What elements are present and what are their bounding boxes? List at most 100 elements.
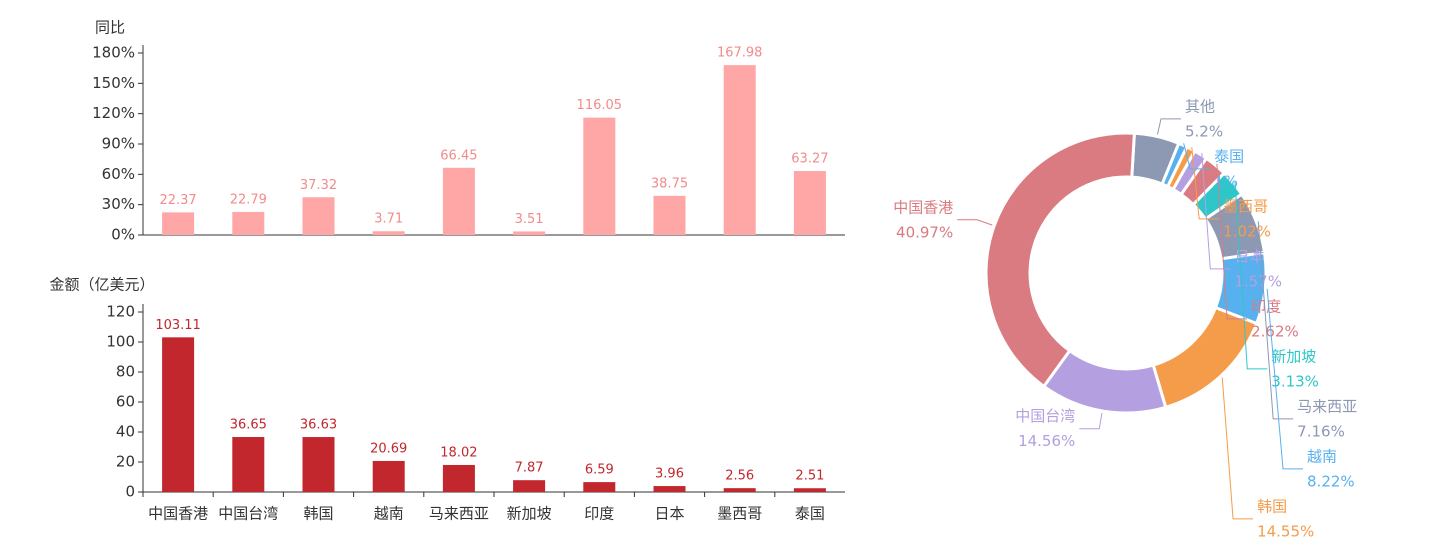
- value-label: 103.11: [155, 318, 201, 333]
- x-tick-label: 泰国: [795, 505, 825, 523]
- x-tick-label: 日本: [654, 505, 684, 523]
- bar: [442, 464, 475, 492]
- x-tick-label: 墨西哥: [717, 505, 762, 523]
- y-tick-label: 60%: [102, 165, 135, 183]
- value-label: 18.02: [440, 445, 477, 460]
- y-tick-label: 30%: [102, 195, 135, 213]
- slice-value: 14.56%: [1018, 432, 1075, 450]
- value-label: 6.59: [585, 463, 614, 478]
- value-label: 2.56: [725, 469, 754, 484]
- y-tick-label: 60: [116, 393, 135, 411]
- value-label: 167.98: [717, 46, 763, 61]
- bar: [653, 486, 686, 492]
- bar: [232, 211, 265, 235]
- slice-value: 7.16%: [1297, 422, 1345, 440]
- y-axis-title: 金额（亿美元）: [49, 276, 154, 294]
- y-tick-label: 40: [116, 423, 135, 441]
- leader-line: [1257, 221, 1294, 420]
- y-tick-label: 150%: [92, 74, 135, 92]
- slice-label: 印度: [1251, 297, 1281, 315]
- value-label: 22.79: [230, 192, 267, 207]
- y-tick-label: 0%: [111, 226, 135, 244]
- pie-slice: [984, 131, 1136, 389]
- y-axis-title: 同比: [95, 19, 125, 37]
- bar: [232, 437, 265, 492]
- slice-label: 其他: [1185, 97, 1215, 115]
- value-label: 2.51: [795, 469, 824, 484]
- slice-label: 越南: [1307, 447, 1337, 465]
- x-tick-label: 越南: [374, 505, 404, 523]
- bar: [723, 488, 756, 492]
- bar: [513, 480, 546, 492]
- value-label: 36.63: [300, 418, 337, 433]
- slice-value: 40.97%: [896, 223, 953, 241]
- slice-label: 中国香港: [893, 198, 953, 216]
- value-label: 7.87: [515, 461, 544, 476]
- slice-label: 新加坡: [1271, 347, 1316, 365]
- leader-line: [1079, 412, 1103, 430]
- bar: [793, 488, 826, 492]
- y-tick-label: 120%: [92, 104, 135, 122]
- bar: [793, 171, 826, 235]
- value-label: 37.32: [300, 178, 337, 193]
- x-tick-label: 马来西亚: [429, 505, 489, 523]
- value-label: 36.65: [230, 418, 267, 433]
- bar: [442, 167, 475, 235]
- slice-label: 墨西哥: [1223, 197, 1268, 215]
- bar: [162, 212, 195, 235]
- y-tick-label: 20: [116, 453, 135, 471]
- bar: [302, 437, 335, 492]
- value-label: 3.96: [655, 467, 684, 482]
- pie-slice: [1151, 305, 1259, 410]
- leader-line: [1156, 118, 1181, 135]
- value-label: 22.37: [159, 193, 196, 208]
- y-tick-label: 90%: [102, 135, 135, 153]
- x-tick-label: 印度: [584, 505, 614, 523]
- leader-line: [1183, 143, 1211, 170]
- slice-label: 马来西亚: [1297, 397, 1357, 415]
- leader-line: [1216, 163, 1248, 320]
- slice-value: 1.02%: [1223, 222, 1271, 240]
- bar: [583, 117, 616, 235]
- x-tick-label: 中国台湾: [218, 505, 278, 523]
- value-label: 116.05: [577, 98, 623, 113]
- value-label: 63.27: [791, 152, 828, 167]
- bar: [653, 195, 686, 235]
- bar: [583, 482, 616, 492]
- leader-line: [1234, 181, 1268, 370]
- y-tick-label: 120: [106, 303, 135, 321]
- slice-value: 5.2%: [1185, 122, 1223, 140]
- slice-value: 1.57%: [1234, 272, 1282, 290]
- slice-label: 日本: [1234, 247, 1264, 265]
- y-tick-label: 180%: [92, 44, 135, 62]
- value-label: 3.51: [515, 212, 544, 227]
- slice-label: 中国台湾: [1015, 407, 1075, 425]
- value-label: 3.71: [374, 212, 403, 227]
- leader-line: [1191, 147, 1220, 220]
- bar: [723, 65, 756, 235]
- x-tick-label: 韩国: [303, 505, 333, 523]
- y-tick-label: 100: [106, 333, 135, 351]
- bar: [302, 197, 335, 235]
- x-tick-label: 中国香港: [148, 505, 208, 523]
- leader-line: [1221, 377, 1254, 520]
- leader-line: [1266, 288, 1304, 470]
- slice-value: 2.62%: [1251, 322, 1299, 340]
- value-label: 20.69: [370, 441, 407, 456]
- slice-value: 1%: [1214, 172, 1238, 190]
- slice-label: 泰国: [1214, 147, 1244, 165]
- slice-value: 14.55%: [1257, 522, 1314, 540]
- leader-line: [957, 219, 993, 226]
- slice-value: 3.13%: [1271, 372, 1319, 390]
- bar: [372, 460, 405, 492]
- value-label: 66.45: [440, 148, 477, 163]
- bar: [372, 231, 405, 235]
- y-tick-label: 80: [116, 363, 135, 381]
- value-label: 38.75: [651, 176, 688, 191]
- bar: [162, 337, 195, 492]
- slice-value: 8.22%: [1307, 472, 1355, 490]
- y-tick-label: 0: [125, 483, 135, 501]
- x-tick-label: 新加坡: [507, 505, 552, 523]
- bar: [513, 231, 546, 235]
